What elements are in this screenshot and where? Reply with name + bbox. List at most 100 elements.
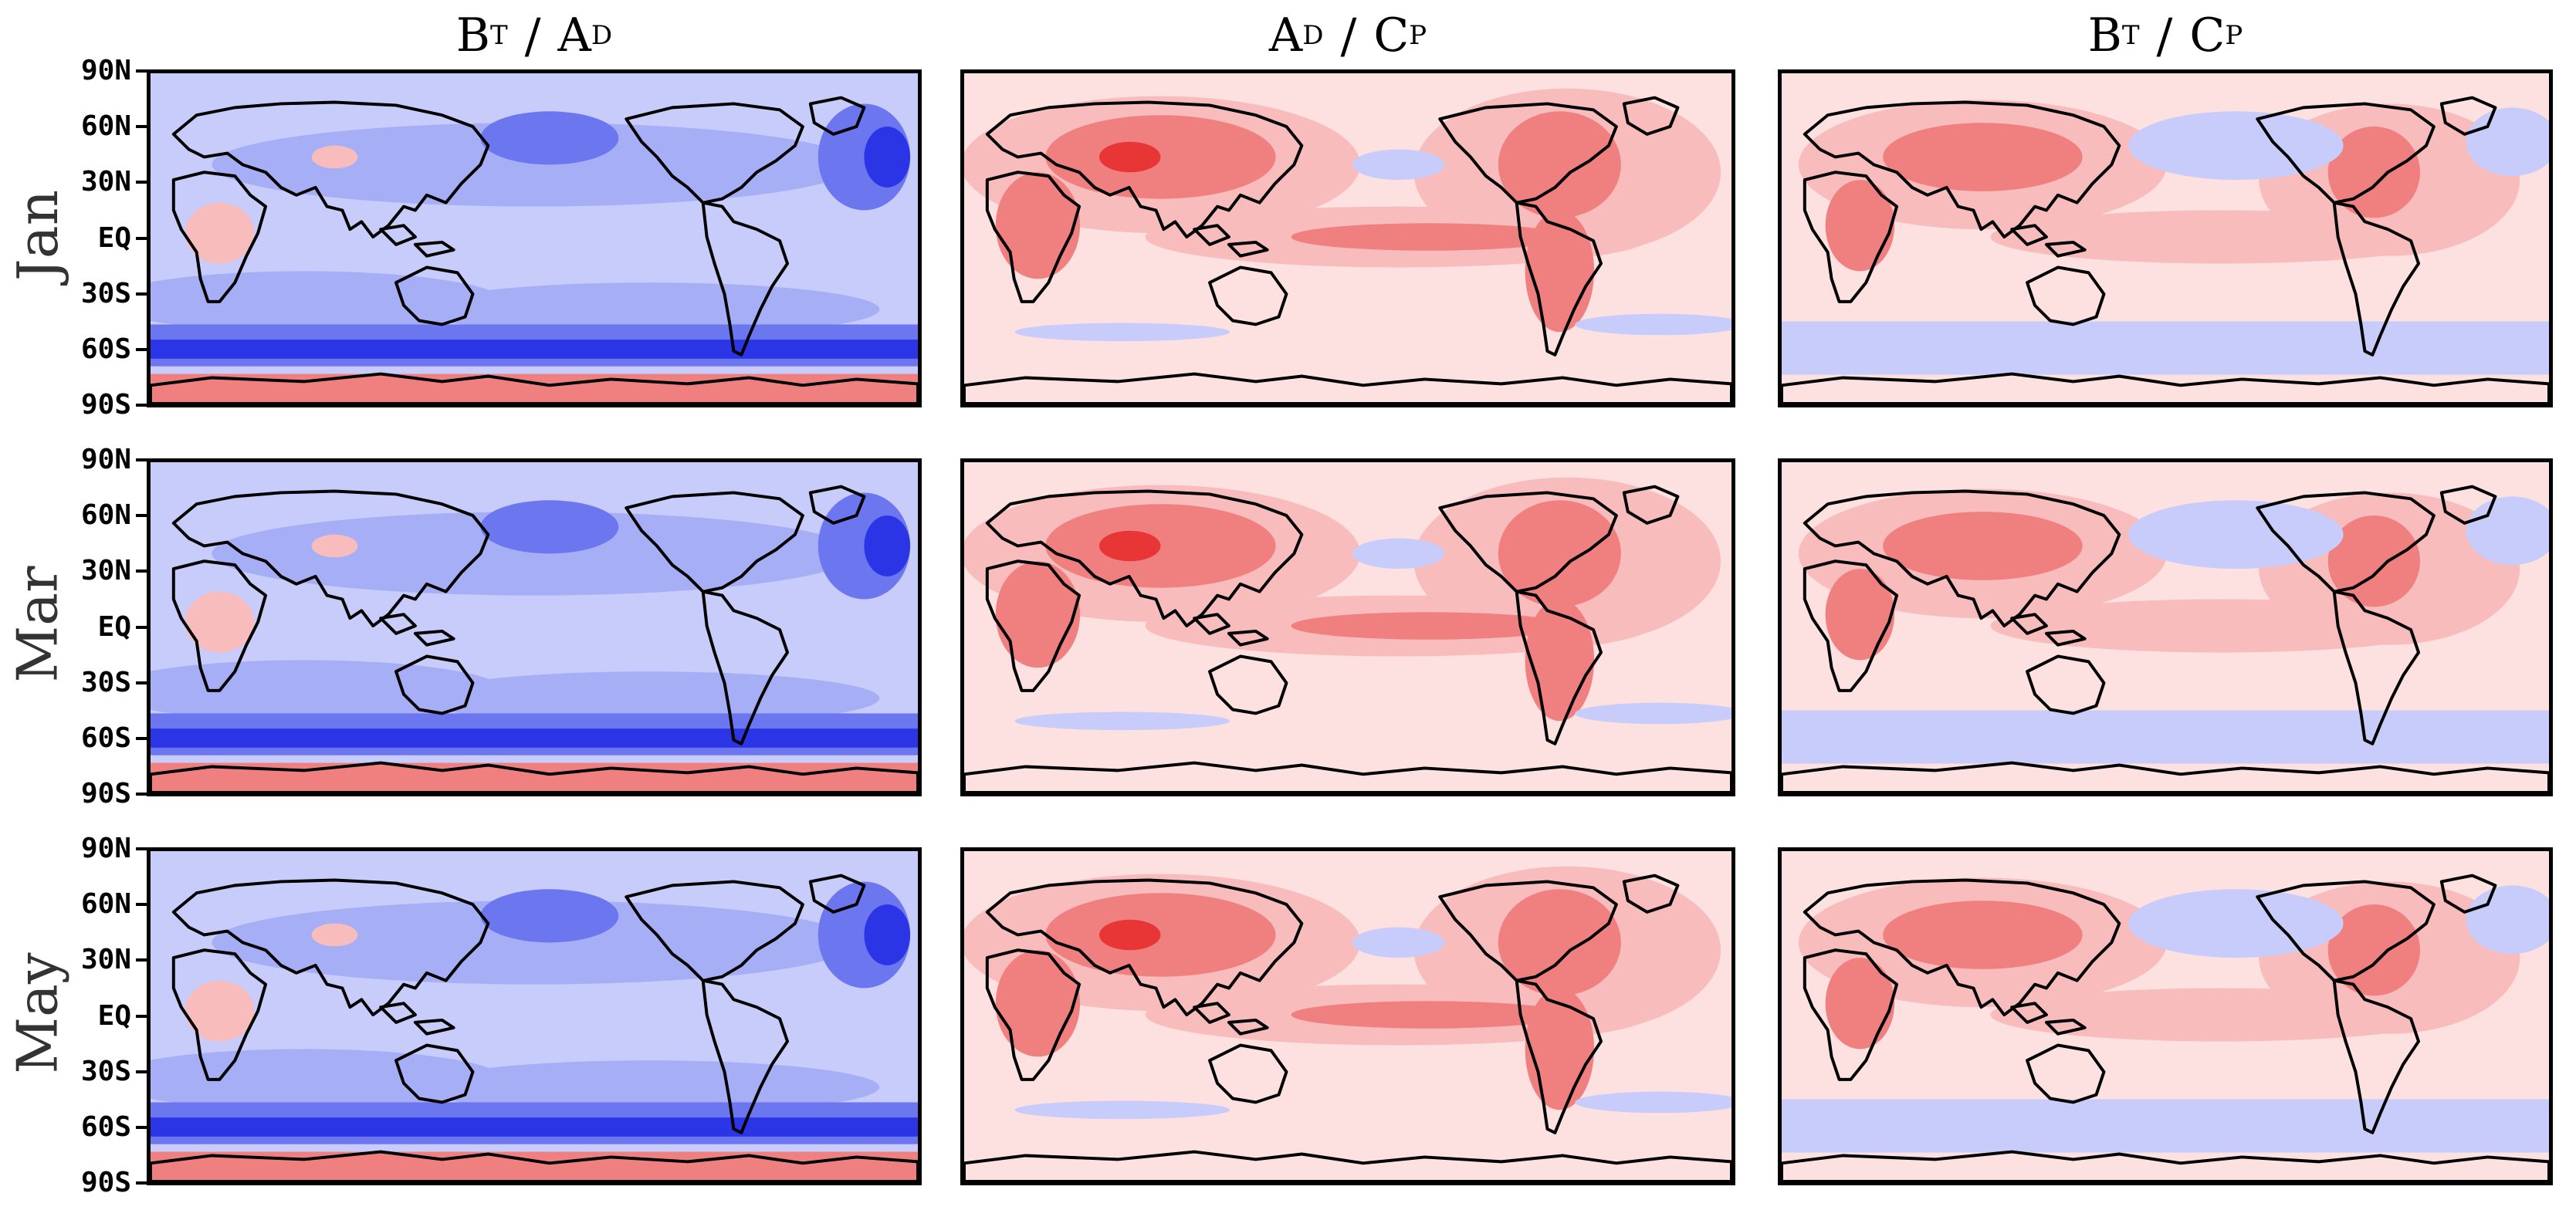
coastline-outline <box>1193 1002 1230 1024</box>
contour-region <box>1352 149 1445 181</box>
coastline-outline <box>171 489 490 627</box>
coastline-outline <box>1193 224 1230 246</box>
contour-region <box>1352 927 1445 958</box>
contour-region <box>212 123 857 207</box>
coastline-outline <box>2332 201 2421 357</box>
coastline-outline <box>1622 96 1680 136</box>
coastline-outline <box>1622 485 1680 525</box>
coastline-outline <box>964 372 1731 404</box>
coastline-outline <box>1803 171 1899 303</box>
coastline-outline <box>625 880 804 982</box>
lat-tick-mark <box>136 69 147 73</box>
lat-tick-mark <box>136 903 147 907</box>
contour-region <box>212 901 857 985</box>
coastline-outline <box>171 100 490 238</box>
coastline-outline <box>171 948 268 1081</box>
contour-region <box>1825 569 1895 661</box>
coastline-outline <box>1515 590 1603 745</box>
lat-tick-label: 90N <box>80 833 131 864</box>
lat-tick-mark <box>136 793 147 796</box>
coastline-outline <box>1227 629 1269 647</box>
coastline-outline <box>394 265 475 326</box>
contour-region <box>995 172 1081 279</box>
coastline-outline <box>2044 1018 2087 1036</box>
lat-tick-label: 60S <box>80 1110 131 1143</box>
lat-tick-label: EQ <box>97 610 131 643</box>
lat-tick-label: 90S <box>80 1167 131 1198</box>
coastline-outline <box>413 1018 455 1036</box>
contour-region <box>311 145 358 169</box>
contour-region <box>1883 123 2083 191</box>
coastline-outline <box>151 761 918 793</box>
coastline-outline <box>1803 559 1899 692</box>
coastline-outline <box>985 559 1082 692</box>
lat-tick-mark <box>136 1125 147 1129</box>
coastline-outline <box>701 201 790 357</box>
coastline-outline <box>379 224 417 246</box>
coastline-outline <box>701 590 790 745</box>
coastline-outline <box>808 485 866 525</box>
contour-region <box>2327 515 2421 607</box>
coastline-outline <box>151 372 918 404</box>
map-panel-mar-ad-cp <box>960 458 1735 796</box>
lat-tick-label: EQ <box>97 999 131 1032</box>
contour-region <box>418 671 880 725</box>
coastline-outline <box>2439 874 2497 914</box>
contour-region <box>212 512 857 596</box>
contour-region <box>418 282 880 336</box>
lat-tick-mark <box>136 1070 147 1073</box>
contour-region <box>1291 612 1568 640</box>
coastline-outline <box>2010 224 2048 246</box>
contour-region <box>1825 180 1895 272</box>
contour-region <box>184 591 255 653</box>
contour-region <box>311 534 358 558</box>
lat-tick-mark <box>136 181 147 184</box>
coastline-outline <box>985 100 1304 238</box>
coastline-outline <box>171 878 490 1016</box>
lat-tick-mark <box>136 847 147 850</box>
lat-tick-mark <box>136 570 147 573</box>
contour-region <box>864 127 911 188</box>
coastline-outline <box>1782 1150 2549 1181</box>
coastline-outline <box>964 1150 1731 1181</box>
coastline-outline <box>2332 978 2421 1134</box>
coastline-outline <box>379 1002 417 1024</box>
coastline-outline <box>394 1043 475 1104</box>
contour-region <box>480 889 619 943</box>
coastline-outline <box>2439 485 2497 525</box>
lat-tick-mark <box>136 292 147 296</box>
contour-region <box>418 1060 880 1114</box>
contour-region <box>151 1117 918 1137</box>
lat-tick-label: 30S <box>80 1055 131 1087</box>
coastline-outline <box>1803 878 2121 1016</box>
coastline-outline <box>2026 265 2106 326</box>
coastline-outline <box>1208 1043 1288 1104</box>
contour-region <box>151 340 918 359</box>
contour-region <box>1575 313 1731 336</box>
contour-region <box>864 515 911 576</box>
coastline-outline <box>2256 102 2436 204</box>
coastline-outline <box>1208 654 1288 715</box>
lat-tick-label: 90N <box>80 444 131 475</box>
contour-region <box>1498 889 1621 996</box>
contour-region <box>1525 210 1595 333</box>
lat-tick-mark <box>136 736 147 740</box>
coastline-outline <box>1193 613 1230 635</box>
coastline-outline <box>2010 1002 2048 1024</box>
coastline-outline <box>1438 880 1618 982</box>
contour-region <box>1883 901 2083 969</box>
coastline-outline <box>1438 102 1618 204</box>
contour-region <box>311 923 358 947</box>
lat-tick-mark <box>136 625 147 629</box>
coastline-outline <box>2044 629 2087 647</box>
coastline-outline <box>1803 948 1899 1081</box>
contour-region <box>1014 1100 1230 1120</box>
map-panel-jan-bt-cp <box>1778 69 2553 407</box>
lat-tick-mark <box>136 236 147 240</box>
contour-region <box>1014 323 1230 342</box>
contour-region <box>184 980 255 1042</box>
lat-tick-label: 90S <box>80 389 131 421</box>
contour-region <box>1883 512 2083 580</box>
